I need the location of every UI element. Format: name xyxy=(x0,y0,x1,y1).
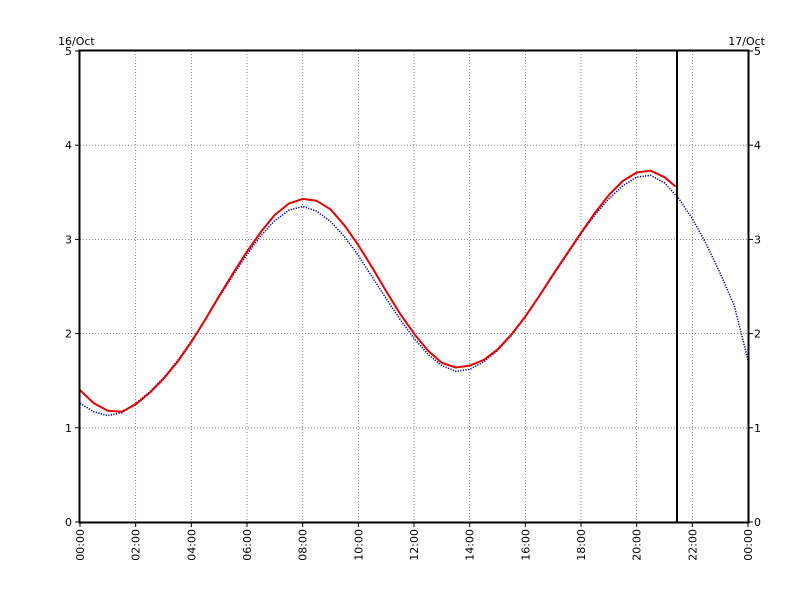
tick-label-y-right: 1 xyxy=(754,422,761,435)
grid xyxy=(80,51,748,522)
labels: 0 0 1 1 2 2 3 3 4 4 5 5 00:00 02:00 04:00 06:00 08:00 10:… xyxy=(65,45,761,561)
date-label-end: 17/Oct xyxy=(728,35,765,48)
tick-label-y-left: 1 xyxy=(65,422,72,435)
tick-label-x: 16:00 xyxy=(519,529,532,561)
tick-label-x: 08:00 xyxy=(297,529,310,561)
tick-label-x: 20:00 xyxy=(631,529,644,561)
tick-label-x: 00:00 xyxy=(74,529,87,561)
tick-label-y-right: 3 xyxy=(754,233,761,246)
tick-label-y-right: 4 xyxy=(754,139,761,152)
tick-label-x: 06:00 xyxy=(241,529,254,561)
date-label-start: 16/Oct xyxy=(58,35,95,48)
tick-label-y-right: 0 xyxy=(754,516,761,529)
plot-frame xyxy=(78,49,750,524)
tick-label-y-left: 3 xyxy=(65,233,72,246)
ticks xyxy=(75,50,753,527)
tick-label-x: 02:00 xyxy=(130,529,143,561)
tick-label-x: 22:00 xyxy=(686,529,699,561)
tick-label-y-left: 2 xyxy=(65,328,72,341)
series-line-1 xyxy=(79,174,749,417)
tick-label-x: 00:00 xyxy=(742,529,755,561)
tick-label-x: 14:00 xyxy=(464,529,477,561)
series-layer xyxy=(79,169,749,417)
tick-label-y-right: 2 xyxy=(754,328,761,341)
tick-label-x: 18:00 xyxy=(575,529,588,561)
tick-label-y-left: 4 xyxy=(65,139,72,152)
tick-label-y-left: 5 xyxy=(65,45,72,58)
series-line-2 xyxy=(79,169,677,413)
tick-label-x: 12:00 xyxy=(408,529,421,561)
tick-label-y-left: 0 xyxy=(65,516,72,529)
tick-label-x: 04:00 xyxy=(185,529,198,561)
tick-label-x: 10:00 xyxy=(352,529,365,561)
tick-label-y-right: 5 xyxy=(754,45,761,58)
